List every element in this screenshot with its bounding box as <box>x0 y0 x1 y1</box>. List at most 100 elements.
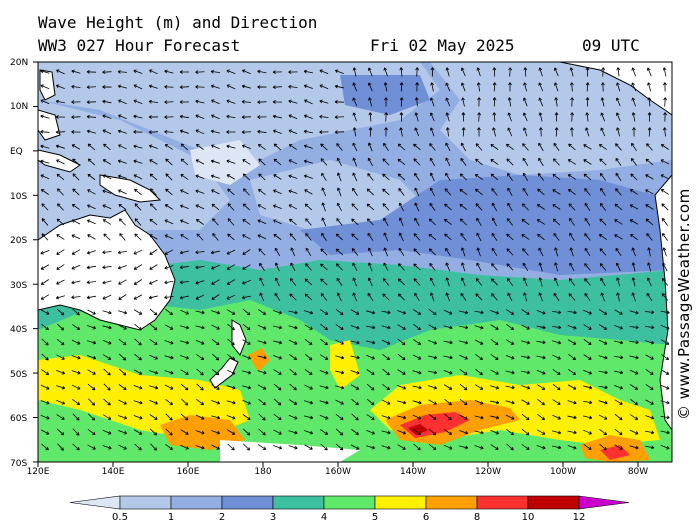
wave-direction-arrow <box>149 218 158 226</box>
wave-direction-arrow <box>196 368 204 376</box>
wave-direction-arrow <box>600 97 605 107</box>
wave-direction-arrow <box>506 158 514 166</box>
wave-direction-arrow <box>553 158 560 166</box>
wave-direction-arrow <box>304 369 313 376</box>
wave-direction-arrow <box>319 400 329 405</box>
wave-direction-arrow <box>444 429 453 435</box>
wave-direction-arrow <box>258 173 266 181</box>
wave-direction-arrow <box>211 353 220 361</box>
wave-direction-arrow <box>613 355 624 360</box>
wave-direction-arrow <box>303 69 313 74</box>
wave-direction-arrow <box>211 368 220 376</box>
wave-direction-arrow <box>40 250 50 255</box>
wave-direction-arrow <box>506 263 514 271</box>
wave-direction-arrows <box>40 67 670 451</box>
wave-direction-arrow <box>164 249 174 255</box>
wave-direction-arrow <box>538 67 543 77</box>
wave-direction-arrow <box>507 292 513 302</box>
wave-direction-arrow <box>490 354 499 360</box>
wave-direction-arrow <box>257 370 267 375</box>
wave-direction-arrow <box>491 232 498 241</box>
wave-direction-arrow <box>397 369 406 375</box>
wave-direction-arrow <box>381 399 391 405</box>
wave-direction-arrow <box>414 112 419 122</box>
wave-direction-arrow <box>41 443 49 451</box>
legend-swatch-above-max <box>578 495 630 510</box>
legend-swatch <box>119 495 172 510</box>
wave-direction-arrow <box>288 159 298 165</box>
wave-direction-arrow <box>599 324 608 330</box>
wave-direction-arrow <box>538 262 543 272</box>
wave-direction-arrow <box>660 325 670 330</box>
wave-direction-arrow <box>460 142 466 152</box>
wave-direction-arrow <box>179 250 189 255</box>
wave-direction-arrow <box>40 415 50 420</box>
wave-direction-arrow <box>615 112 621 122</box>
wave-direction-arrow <box>56 385 66 390</box>
wave-direction-arrow <box>429 187 435 197</box>
wave-direction-arrow <box>568 354 576 361</box>
wave-direction-arrow <box>506 324 515 331</box>
wave-direction-arrow <box>459 173 468 181</box>
wave-direction-arrow <box>134 188 142 196</box>
wave-direction-arrow <box>352 157 357 167</box>
wave-direction-arrow <box>507 112 512 122</box>
wave-direction-arrow <box>118 444 127 450</box>
wave-direction-arrow <box>71 84 81 89</box>
wave-direction-arrow <box>443 309 453 315</box>
wave-direction-arrow <box>382 203 390 211</box>
wave-direction-arrow <box>335 248 344 256</box>
wave-direction-arrow <box>366 398 375 406</box>
wave-direction-arrow <box>102 114 112 119</box>
wave-direction-arrow <box>241 144 251 150</box>
wave-direction-arrow <box>241 84 251 89</box>
wave-direction-arrow <box>506 248 514 256</box>
wave-direction-arrow <box>102 189 112 194</box>
wave-direction-arrow <box>72 188 80 196</box>
wave-direction-arrow <box>490 143 499 150</box>
wave-direction-arrow <box>211 444 220 450</box>
wave-direction-arrow <box>415 67 420 77</box>
wave-direction-arrow <box>71 115 81 120</box>
wave-direction-arrow <box>352 142 358 152</box>
wave-direction-arrow <box>366 188 375 196</box>
wave-direction-arrow <box>118 339 127 346</box>
wave-direction-arrow <box>334 69 344 74</box>
wave-direction-arrow <box>164 129 174 134</box>
wave-direction-arrow <box>505 400 515 405</box>
wave-direction-arrow <box>397 158 406 166</box>
wave-direction-arrow <box>506 429 515 436</box>
wave-direction-arrow <box>568 188 576 196</box>
wave-direction-arrow <box>40 188 49 195</box>
lat-label-40s: 40S <box>10 325 28 335</box>
wave-direction-arrow <box>475 353 483 361</box>
wave-direction-arrow <box>304 189 313 195</box>
wave-direction-arrow <box>242 399 251 405</box>
wave-direction-arrow <box>102 310 112 315</box>
wave-direction-arrow <box>319 309 329 315</box>
wave-direction-arrow <box>522 172 529 182</box>
wave-direction-arrow <box>180 189 189 195</box>
wave-direction-arrow <box>226 264 235 270</box>
wave-direction-arrow <box>522 248 529 256</box>
wave-direction-arrow <box>630 384 639 390</box>
wave-direction-arrow <box>288 310 298 315</box>
wave-direction-arrow <box>476 217 482 227</box>
wave-direction-arrow <box>40 144 50 149</box>
wave-direction-arrow <box>598 370 608 375</box>
wave-direction-arrow <box>303 129 313 134</box>
wave-direction-arrow <box>56 264 65 270</box>
wave-direction-arrow <box>536 204 545 210</box>
wave-direction-arrow <box>523 67 528 77</box>
wave-direction-arrow <box>259 262 265 271</box>
wave-direction-arrow <box>569 67 574 77</box>
wave-direction-arrow <box>102 99 112 104</box>
wave-direction-arrow <box>661 278 669 286</box>
wave-direction-arrow <box>490 309 500 315</box>
wave-direction-arrow <box>335 413 344 421</box>
legend-label-3: 3 <box>269 512 277 523</box>
wave-direction-arrow <box>599 173 607 181</box>
wave-direction-arrow <box>382 293 390 301</box>
wave-direction-arrow <box>196 383 204 391</box>
wave-direction-arrow <box>40 400 50 405</box>
